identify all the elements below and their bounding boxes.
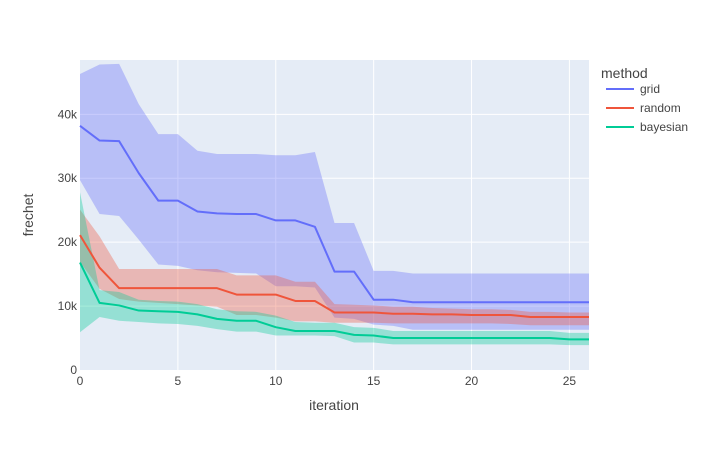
- legend-label: grid: [640, 82, 660, 96]
- x-tick-label: 5: [175, 374, 182, 388]
- legend-label: random: [640, 101, 681, 115]
- x-tick-label: 15: [367, 374, 381, 388]
- x-tick-labels: 0 5 10 15 20 25: [77, 374, 577, 388]
- y-tick-labels: 0 10k 20k 30k 40k: [58, 107, 78, 377]
- x-tick-label: 10: [269, 374, 283, 388]
- x-tick-label: 25: [563, 374, 577, 388]
- x-tick-label: 20: [465, 374, 479, 388]
- y-axis-title: frechet: [20, 193, 36, 236]
- series-lines: [79, 125, 589, 341]
- legend-item-grid[interactable]: grid: [606, 82, 660, 96]
- y-tick-label: 0: [70, 363, 77, 377]
- y-tick-label: 30k: [58, 171, 78, 185]
- y-tick-label: 40k: [58, 107, 78, 121]
- random-line: [79, 234, 589, 318]
- bayesian-band: [80, 192, 589, 346]
- grid-line: [79, 125, 589, 304]
- bayesian-line: [79, 262, 589, 341]
- legend-item-bayesian[interactable]: bayesian: [606, 120, 688, 134]
- random-band: [80, 209, 589, 326]
- legend-item-random[interactable]: random: [606, 101, 681, 115]
- grid-band: [80, 63, 589, 330]
- gridlines: [80, 60, 589, 370]
- x-axis-title: iteration: [309, 397, 359, 413]
- legend-title: method: [601, 65, 648, 81]
- confidence-bands: [80, 63, 589, 346]
- legend-label: bayesian: [640, 120, 688, 134]
- plot-background: [80, 60, 589, 370]
- y-tick-label: 20k: [58, 235, 78, 249]
- y-tick-label: 10k: [58, 299, 78, 313]
- x-tick-label: 0: [77, 374, 84, 388]
- legend: method grid random bayesian: [601, 65, 688, 134]
